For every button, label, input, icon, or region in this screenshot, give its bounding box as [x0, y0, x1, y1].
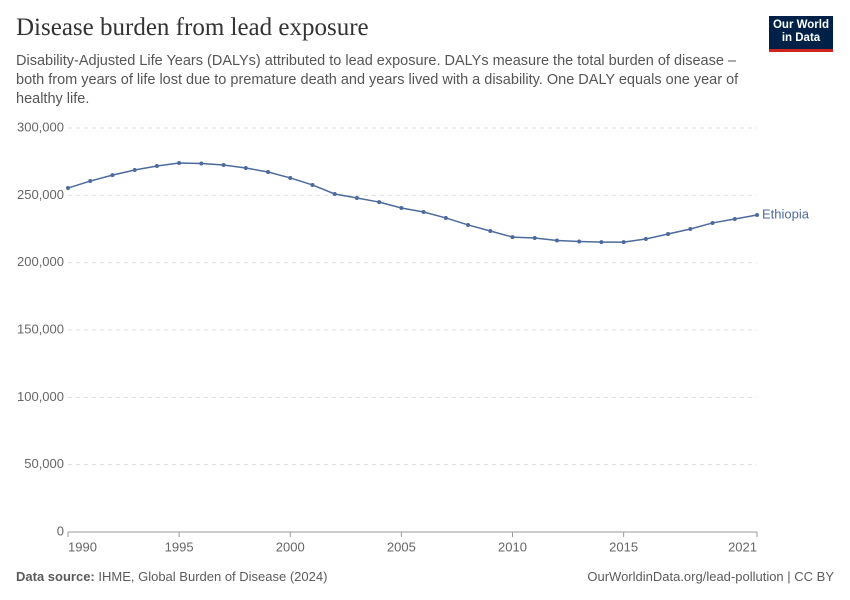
point [599, 240, 604, 245]
chart-subtitle: Disability-Adjusted Life Years (DALYs) a… [16, 53, 739, 107]
x-tick-label: 2021 [728, 539, 757, 554]
source-label: Data source: [16, 569, 95, 584]
point [554, 238, 559, 243]
point [110, 173, 115, 178]
credit[interactable]: OurWorldinData.org/lead-pollution | CC B… [587, 569, 834, 584]
point [66, 186, 70, 191]
line [67, 162, 758, 243]
y-tick-label: 50,000 [24, 456, 64, 471]
point [621, 240, 626, 245]
source-text: IHME, Global Burden of Disease (2024) [98, 569, 328, 584]
point [421, 210, 426, 215]
x-tick-label: 1990 [68, 539, 97, 554]
point [532, 236, 537, 241]
point [399, 205, 404, 210]
point [732, 217, 737, 222]
x-tick-label: 2005 [387, 539, 416, 554]
point [199, 161, 204, 166]
point [710, 220, 715, 225]
logo[interactable]: Our World in Data [769, 16, 833, 52]
point [132, 168, 137, 173]
point [243, 165, 248, 170]
point [288, 175, 293, 180]
point [488, 229, 493, 234]
y-tick-label: 150,000 [17, 321, 64, 336]
logo-line: Our World [772, 19, 829, 31]
y-tick-label: 100,000 [17, 389, 64, 404]
x-tick-label: 2010 [498, 539, 527, 554]
point [177, 161, 182, 166]
point [154, 163, 159, 168]
x-tick-label: 2000 [276, 539, 305, 554]
point [221, 163, 226, 168]
point [577, 239, 582, 244]
x-tick-label: 2015 [609, 539, 638, 554]
point [643, 236, 648, 241]
point [332, 191, 337, 196]
chart-title: Disease burden from lead exposure [16, 14, 369, 41]
point [510, 235, 515, 240]
series-label: Ethiopia [762, 206, 810, 221]
y-tick-label: 250,000 [17, 187, 64, 202]
y-tick-label: 300,000 [17, 119, 64, 134]
point [310, 182, 315, 187]
point [466, 222, 471, 227]
point [88, 179, 93, 184]
point [266, 170, 271, 175]
y-tick-label: 200,000 [17, 254, 64, 269]
logo-line: in Data [781, 32, 821, 44]
point [688, 227, 693, 231]
point [354, 196, 359, 201]
y-tick-label: 0 [57, 523, 64, 538]
source: Data source: IHME, Global Burden of Dise… [16, 569, 327, 584]
point [755, 212, 759, 217]
point [377, 200, 382, 205]
point [666, 231, 671, 236]
x-tick-label: 1995 [165, 539, 194, 554]
point [443, 215, 448, 220]
